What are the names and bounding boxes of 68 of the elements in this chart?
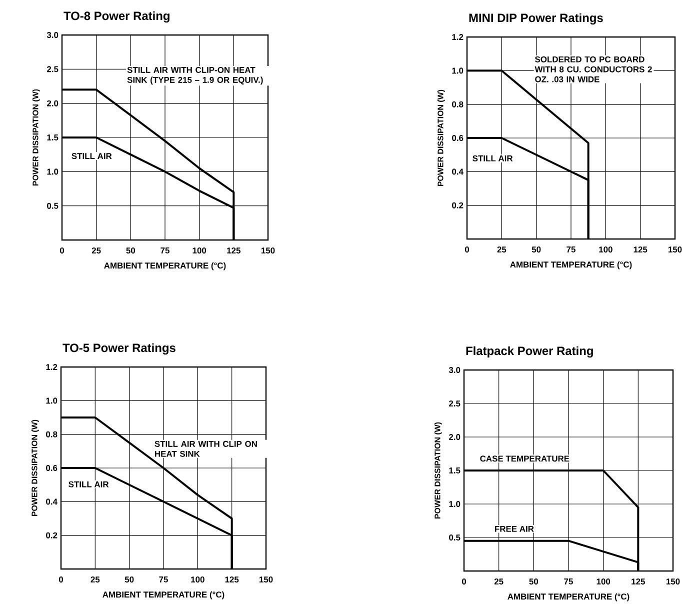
x-tick-label: 125 (632, 578, 645, 584)
x-tick-label: 25 (494, 578, 504, 584)
x-tick-label: 0 (464, 246, 470, 252)
x-tick-label: 50 (124, 576, 134, 582)
y-tick-label: 0.5 (449, 534, 460, 540)
x-tick-label: 50 (529, 578, 538, 584)
x-tick-label: 125 (227, 248, 240, 254)
series-label: STILL AIR WITH CLIP ON HEAT SINK (154, 440, 257, 457)
series-label: STILL AIR (68, 481, 109, 488)
x-tick-label: 0 (58, 576, 64, 582)
series-label: STILL AIR (472, 155, 513, 162)
series-label: CASE TEMPERATURE (480, 456, 570, 462)
x-tick-label: 100 (596, 578, 610, 584)
x-tick-label: 150 (259, 576, 273, 582)
y-tick-label: 1.0 (47, 168, 58, 175)
y-tick-label: 1.2 (46, 364, 58, 370)
x-tick-label: 150 (666, 578, 680, 584)
y-tick-label: 0.4 (452, 168, 464, 175)
y-tick-label: 1.5 (47, 134, 58, 140)
y-tick-label: 1.2 (452, 34, 464, 40)
x-tick-label: 75 (160, 248, 170, 254)
series-label: STILL AIR (72, 153, 112, 160)
text: STILL AIR WITH CLIP-ON HEAT SINK (TYPE 215 – 1.9 OR EQUIV.) (127, 66, 263, 85)
x-axis-title: AMBIENT TEMPERATURE (°C) (508, 593, 630, 602)
series-label: FREE AIR (495, 526, 534, 532)
y-tick-label: 0.8 (46, 431, 58, 438)
x-axis-title: AMBIENT TEMPERATURE (°C) (104, 262, 226, 270)
x-tick-label: 50 (532, 246, 541, 252)
y-tick-label: 0.4 (46, 498, 58, 505)
x-tick-label: 75 (159, 576, 168, 582)
x-axis-title: AMBIENT TEMPERATURE (°C) (510, 261, 632, 270)
x-tick-label: 25 (90, 576, 100, 582)
y-tick-label: 3.0 (46, 32, 58, 38)
chart-title: Flatpack Power Rating (466, 346, 593, 358)
x-tick-label: 0 (60, 248, 64, 254)
x-tick-label: 100 (192, 248, 206, 254)
y-tick-label: 0.6 (452, 135, 464, 141)
x-tick-label: 100 (191, 576, 204, 582)
x-tick-label: 0 (462, 578, 466, 584)
x-tick-label: 125 (225, 576, 239, 582)
chart-title: MINI DIP Power Ratings (469, 13, 603, 25)
series-label: SOLDERED TO PC BOARD WITH 8 CU. CONDUCTORS 2 OZ. .03 IN WIDE (534, 56, 652, 82)
chart-title: TO-5 Power Ratings (62, 343, 176, 355)
x-tick-label: 25 (92, 248, 101, 254)
x-axis-title: AMBIENT TEMPERATURE (°C) (102, 591, 224, 600)
y-tick-label: 1.0 (452, 68, 464, 74)
y-tick-label: 2.0 (449, 434, 460, 440)
y-tick-label: 1.0 (46, 398, 58, 404)
x-tick-label: 150 (261, 248, 275, 254)
x-tick-label: 75 (564, 578, 573, 584)
x-tick-label: 75 (566, 246, 576, 252)
x-tick-label: 50 (126, 248, 136, 254)
y-tick-label: 3.0 (448, 367, 460, 374)
y-tick-label: 2.0 (47, 100, 58, 106)
y-tick-label: 0.5 (47, 202, 58, 209)
y-tick-label: 2.5 (47, 66, 58, 72)
chart-title: TO-8 Power Rating (64, 11, 170, 23)
x-tick-label: 100 (599, 246, 612, 252)
x-tick-label: 125 (634, 246, 648, 252)
x-tick-label: 150 (668, 246, 682, 252)
y-tick-label: 0.2 (46, 532, 58, 538)
y-tick-label: 1.5 (449, 468, 460, 474)
x-tick-label: 25 (497, 246, 506, 252)
y-tick-label: 0.6 (46, 465, 58, 471)
y-tick-label: 2.5 (449, 400, 460, 406)
y-tick-label: 0.8 (452, 101, 464, 108)
y-tick-label: 1.0 (449, 501, 460, 507)
y-tick-label: 0.2 (452, 202, 464, 208)
